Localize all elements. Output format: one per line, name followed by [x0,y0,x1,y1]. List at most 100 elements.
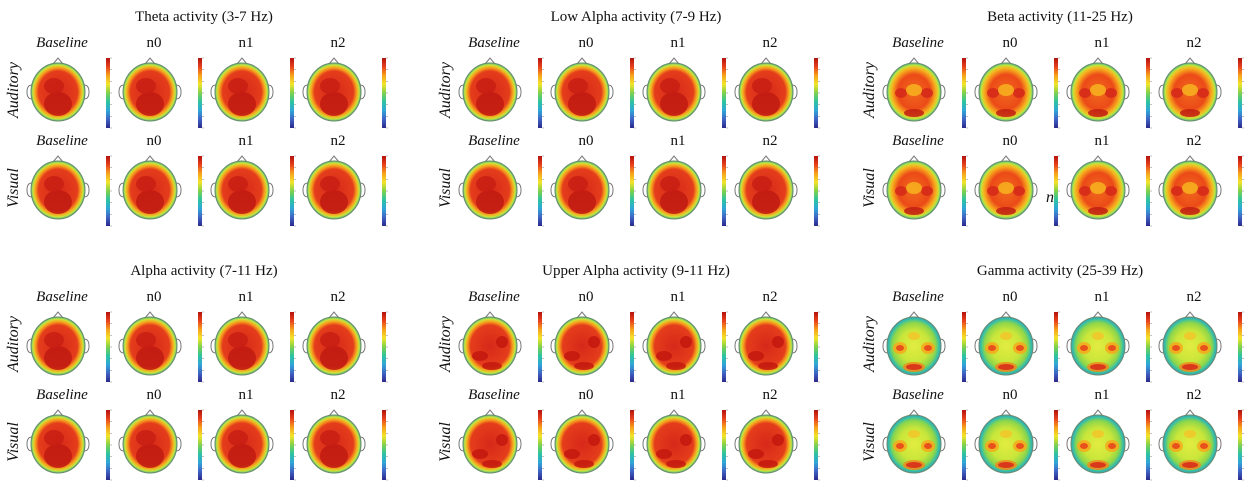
topography-plot [642,155,728,227]
topography-plot [642,311,728,383]
right-ear-outline [267,436,274,452]
topography-plot [974,57,1060,129]
nose-outline [668,57,680,65]
activity-spot [904,109,924,117]
activity-spot [772,434,784,446]
activity-spot [1080,345,1088,351]
topography-plot [734,57,820,129]
activity-spot [472,351,488,361]
scalp-map [886,414,942,474]
colorbar [814,312,818,382]
activity-spot [136,190,164,214]
activity-spot [320,346,348,370]
activity-spot [906,182,922,194]
condition-label: n1 [670,133,686,149]
nose-outline [760,409,772,417]
scalp-topography [118,54,214,130]
scalp-map [554,316,610,376]
row-label: Visual [5,168,22,208]
left-ear-outline [302,182,309,198]
scalp-map [462,316,518,376]
activity-spot [574,362,594,370]
condition-label: n2 [330,35,346,51]
panel-title: Gamma activity (25-39 Hz) [976,263,1144,279]
activity-spot [908,332,920,340]
colorbar [538,312,542,382]
condition-label: n2 [1186,387,1202,403]
activity-spot [666,460,686,468]
activity-spot [320,78,340,94]
nose-outline [52,57,64,65]
activity-spot [680,434,692,446]
condition-label: n2 [762,133,778,149]
nose-outline [484,409,496,417]
colorbar [198,410,202,480]
scalp-topography [642,406,738,482]
right-ear-outline [1123,84,1130,100]
nose-outline [760,311,772,319]
activity-spot [44,190,72,214]
activity-spot [1090,364,1106,370]
condition-label: n0 [1002,35,1018,51]
topography-plot [882,409,968,481]
activity-spot [998,84,1014,96]
left-ear-outline [882,436,889,452]
activity-spot [660,92,688,116]
condition-label: n2 [1186,35,1202,51]
panel-title: Theta activity (3-7 Hz) [135,9,273,25]
activity-spot [476,176,496,192]
scalp-topography [734,406,830,482]
topography-plot [210,57,296,129]
nose-outline [236,311,248,319]
nose-outline [1000,311,1012,319]
left-ear-outline [118,338,125,354]
condition-label: Baseline [892,35,944,51]
right-ear-outline [607,182,614,198]
condition-label: n1 [1094,387,1110,403]
row-label: Visual [5,422,22,462]
condition-label: n0 [146,35,162,51]
colorbar [814,58,818,128]
row-label: Visual [437,422,454,462]
right-ear-outline [939,182,946,198]
activity-spot [1105,186,1117,196]
activity-spot [998,462,1014,468]
scalp-topography [974,308,1070,384]
right-ear-outline [1215,338,1222,354]
nose-outline [1184,57,1196,65]
scalp-topography [642,308,738,384]
scalp-topography [26,152,122,228]
condition-label: n0 [1002,289,1018,305]
colorbar [1054,312,1058,382]
colorbar [1238,156,1242,226]
activity-spot [1088,207,1108,215]
scalp-topography [118,152,214,228]
condition-label: n0 [146,387,162,403]
scalp-map [1070,414,1126,474]
activity-spot [906,462,922,468]
topography-plot [550,311,636,383]
colorbar [962,312,966,382]
activity-spot [320,176,340,192]
nose-outline [668,155,680,163]
activity-spot [772,336,784,348]
left-ear-outline [974,338,981,354]
activity-spot [1090,84,1106,96]
left-ear-outline [882,84,889,100]
activity-spot [136,92,164,116]
condition-label: n2 [330,289,346,305]
activity-spot [320,444,348,468]
scalp-map [738,316,794,376]
scalp-topography [1066,54,1162,130]
topography-plot [1066,155,1152,227]
activity-spot [228,332,248,348]
colorbar [722,58,726,128]
condition-label: n2 [762,387,778,403]
topography-panel: Low Alpha activity (7-9 Hz) Auditory Basel… [436,8,836,238]
topography-plot [118,57,204,129]
row-label: Auditory [861,316,878,372]
nose-outline [1092,409,1104,417]
left-ear-outline [1158,84,1165,100]
stray-label: n [1046,189,1054,206]
colorbar [290,410,294,480]
